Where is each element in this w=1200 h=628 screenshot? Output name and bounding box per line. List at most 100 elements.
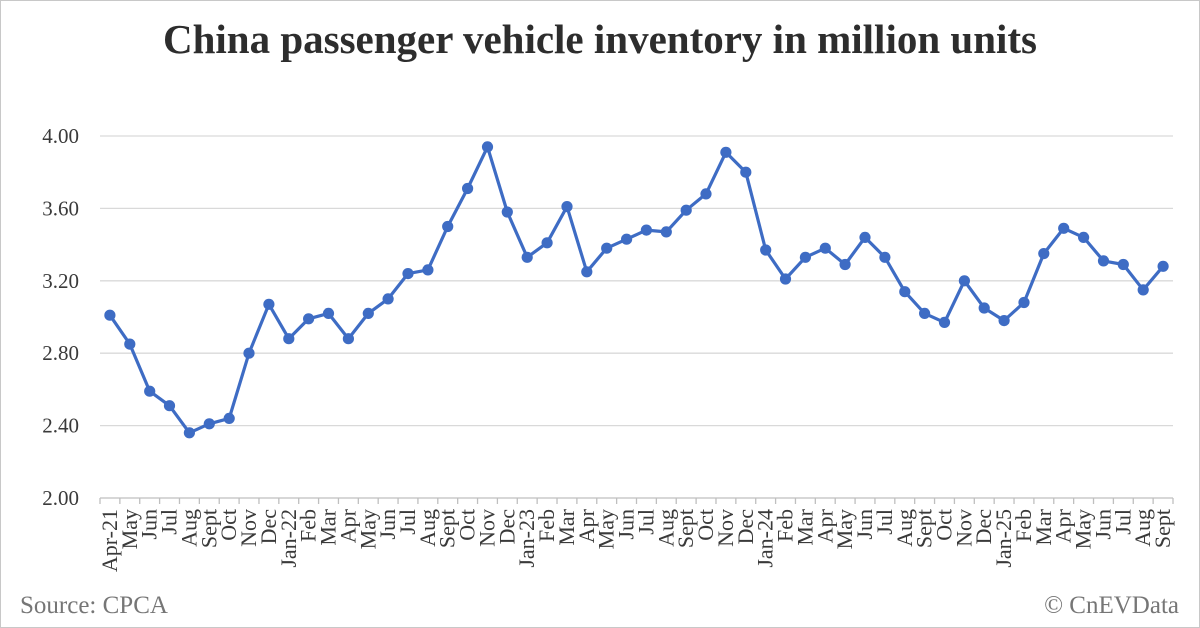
x-tick-label: Jun (375, 509, 400, 540)
x-tick-label: Apr (812, 508, 837, 543)
x-tick-label: Oct (455, 509, 480, 541)
data-point-marker (1117, 258, 1129, 271)
x-tick-label: Jul (1110, 509, 1135, 535)
data-point-marker (581, 266, 593, 278)
data-point-marker (1157, 260, 1169, 272)
x-tick-label: Jun (852, 509, 877, 540)
x-tick-label: Sept (1150, 509, 1175, 548)
data-point-marker (342, 333, 354, 345)
x-tick-label: Oct (216, 509, 241, 541)
x-tick-label: May (117, 509, 142, 549)
x-tick-label: Oct (693, 509, 718, 541)
data-point-marker (183, 427, 195, 439)
x-tick-label: Jun (137, 509, 162, 540)
x-tick-label: May (1071, 509, 1096, 549)
x-tick-label: Sept (196, 509, 221, 548)
x-tick-label: Sept (912, 509, 937, 548)
data-point-marker (700, 188, 712, 200)
data-point-marker (1038, 248, 1050, 260)
x-tick-label: Jun (1090, 509, 1115, 540)
x-tick-label: Feb (296, 509, 321, 542)
data-point-marker (541, 237, 553, 249)
x-tick-label: Aug (415, 509, 440, 547)
series-line (108, 145, 1165, 435)
x-tick-label: Jan-22 (276, 509, 301, 568)
x-tick-label: Jun (614, 509, 639, 540)
data-point-marker (839, 258, 851, 271)
data-point-marker (422, 264, 434, 276)
x-tick-label: Aug (892, 509, 917, 547)
y-tick-label: 4.00 (42, 124, 79, 148)
data-point-marker (938, 316, 951, 328)
data-point-marker (203, 418, 215, 430)
x-tick-label: Dec (256, 509, 281, 545)
x-tick-label: Dec (733, 509, 758, 545)
x-tick-label: Mar (316, 508, 341, 545)
data-point-marker (760, 244, 772, 256)
data-point-marker (442, 220, 454, 233)
x-tick-label: Dec (494, 509, 519, 545)
data-point-marker (263, 298, 275, 310)
x-tick-label: Mar (792, 508, 817, 545)
data-point-marker (1018, 296, 1030, 309)
data-point-marker (104, 309, 116, 321)
data-point-marker (819, 242, 831, 254)
x-tick-label: Sept (435, 509, 460, 548)
data-point-marker (1097, 255, 1110, 267)
x-tick-label: Jul (633, 509, 658, 535)
x-tick-label: Apr-21 (97, 509, 122, 572)
x-tick-label: May (355, 509, 380, 549)
data-point-marker (958, 275, 971, 287)
data-point-marker (621, 233, 633, 245)
x-tick-label: Jul (395, 509, 420, 535)
x-tick-label: May (594, 509, 619, 549)
data-point-marker (998, 315, 1010, 327)
data-point-marker (362, 307, 374, 319)
x-tick-label: Apr (335, 508, 360, 543)
x-tick-label: Nov (951, 509, 976, 547)
data-point-marker (720, 146, 732, 158)
data-point-marker (481, 141, 494, 153)
data-point-marker (779, 273, 792, 285)
x-tick-label: May (832, 509, 857, 549)
data-point-marker (462, 182, 474, 195)
x-tick-label: Jan-23 (514, 509, 539, 568)
data-point-marker (640, 224, 653, 236)
data-point-marker (144, 385, 156, 397)
data-point-marker (303, 313, 315, 325)
x-tick-label: Aug (653, 509, 678, 547)
x-tick-label: Nov (474, 509, 499, 547)
x-tick-label: Aug (176, 509, 201, 547)
data-point-marker (660, 226, 672, 238)
data-point-marker (283, 333, 295, 345)
data-point-marker (163, 400, 176, 412)
x-tick-label: Apr (574, 508, 599, 543)
data-point-marker (859, 231, 871, 243)
y-tick-label: 2.80 (42, 341, 79, 365)
x-tick-label: Jul (872, 509, 897, 535)
data-point-marker (243, 347, 255, 359)
x-tick-label: Feb (534, 509, 559, 542)
x-tick-label: Mar (1031, 508, 1056, 545)
y-tick-label: 3.20 (42, 269, 79, 293)
x-tick-label: Jan-24 (753, 509, 778, 568)
y-tick-label: 2.40 (42, 414, 79, 438)
data-point-marker (978, 302, 990, 314)
y-tick-label: 2.00 (42, 486, 79, 510)
data-point-marker (899, 286, 911, 298)
x-tick-label: Oct (931, 509, 956, 541)
data-point-marker (919, 307, 931, 319)
data-point-marker (521, 251, 533, 263)
y-tick-label: 3.60 (42, 196, 79, 220)
data-point-marker (1078, 231, 1090, 243)
data-point-marker (799, 251, 812, 263)
x-tick-label: Nov (236, 509, 261, 547)
x-tick-label: Apr (1051, 508, 1076, 543)
copyright-label: © CnEVData (1044, 592, 1179, 619)
data-point-marker (879, 251, 891, 263)
data-point-marker (740, 166, 752, 178)
x-tick-label: Mar (554, 508, 579, 545)
x-tick-label: Jul (157, 509, 182, 535)
